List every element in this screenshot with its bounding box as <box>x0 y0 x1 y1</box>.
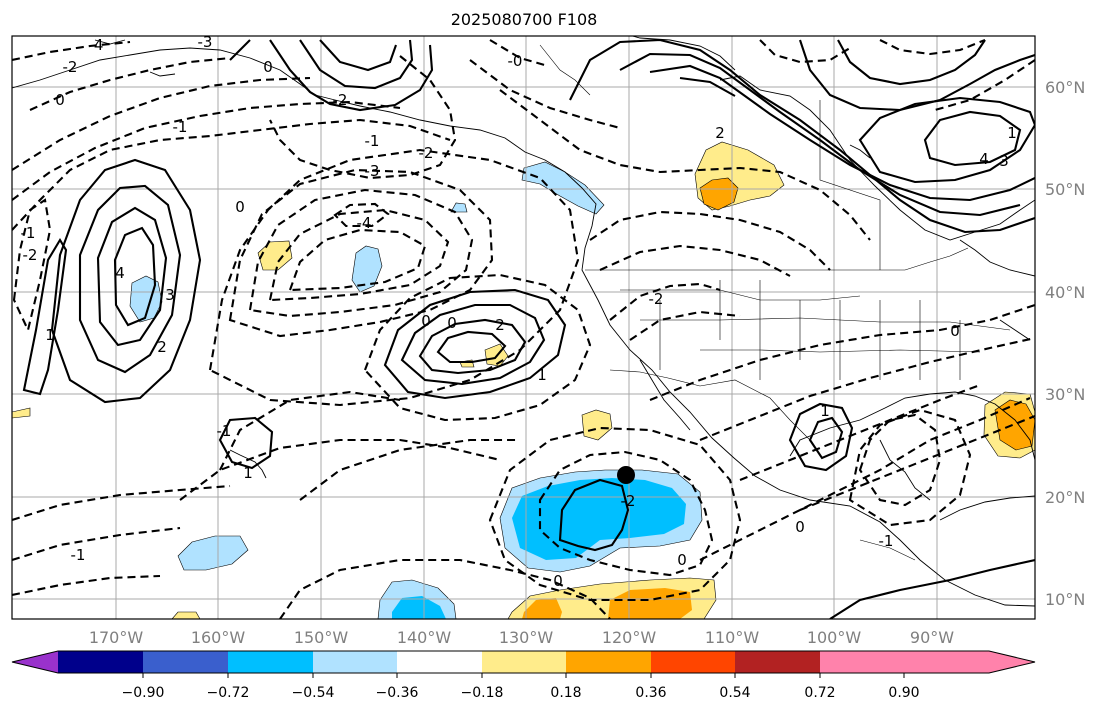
shade-canada-orange <box>699 177 739 211</box>
colorbar-tick-label: 0.36 <box>635 685 666 701</box>
lat-label: 40°N <box>1045 283 1085 302</box>
lon-label: 120°W <box>602 628 657 647</box>
colorbar-segment <box>143 651 228 673</box>
shade-baja-yellow <box>581 409 613 441</box>
shade-west-yellow <box>12 407 31 419</box>
lat-label: 30°N <box>1045 385 1085 404</box>
colorbar-segment <box>397 651 482 673</box>
shade-south-blue-2 <box>392 596 446 619</box>
contour-label: -3 <box>365 162 380 180</box>
contour-label: -2 <box>419 144 434 162</box>
lon-label: 150°W <box>294 628 349 647</box>
contour-label: 3 <box>165 286 175 304</box>
colorbar-tick-label: 0.54 <box>719 685 750 701</box>
map-content: 0 -2 -1 -3 -4 -2 -1 0 1 2 3 4 -1 -2 -3 -… <box>12 33 1035 619</box>
colorbar-segment <box>820 651 904 673</box>
contour-label: -2 <box>621 492 636 510</box>
lat-label: 20°N <box>1045 488 1085 507</box>
colorbar-segment <box>735 651 820 673</box>
colorbar-outline <box>11 650 1036 674</box>
shade-sw-yellow <box>171 611 201 619</box>
colorbar-segment <box>58 651 143 673</box>
contour-label: 0 <box>421 312 431 330</box>
contour-label: 0 <box>447 314 457 332</box>
lon-label: 140°W <box>397 628 452 647</box>
lon-label: 110°W <box>705 628 760 647</box>
shade-south-lightblue <box>177 535 249 571</box>
contour-label: -3 <box>198 33 213 51</box>
colorbar-tick-label: 0.18 <box>550 685 581 701</box>
colorbar-extend-max <box>904 651 1035 673</box>
contour-label: 2 <box>157 338 167 356</box>
colorbar-extend-min <box>12 651 58 673</box>
contour-label: 0 <box>950 322 960 340</box>
shade-south-orange <box>522 598 562 619</box>
lon-label: 170°W <box>89 628 144 647</box>
lat-label: 10°N <box>1045 590 1085 609</box>
contour-label: 1 <box>820 402 830 420</box>
contour-label: -2 <box>63 58 78 76</box>
contour-label: -1 <box>71 546 86 564</box>
colorbar-tick-label: 0.90 <box>888 685 919 701</box>
contour-label: -2 <box>649 290 664 308</box>
map-frame <box>11 35 1036 620</box>
colorbar-tick-label: 0.72 <box>804 685 835 701</box>
contour-label: 4 <box>979 150 989 168</box>
contour-label: -1 <box>879 532 894 550</box>
colorbar-tick-label: −0.18 <box>461 685 504 701</box>
contour-label: 3 <box>999 152 1009 170</box>
colorbar-tick-label: −0.54 <box>292 685 335 701</box>
contour-label: -2 <box>23 246 38 264</box>
colorbar-segment <box>228 651 313 673</box>
contour-label: -0 <box>508 52 523 70</box>
contour-label: -2 <box>333 91 348 109</box>
longitude-labels: 170°W 160°W 150°W 140°W 130°W 120°W 110°… <box>89 628 954 647</box>
colorbar-segment <box>566 651 651 673</box>
contour-label: 2 <box>715 124 725 142</box>
contour-label: 1 <box>45 326 55 344</box>
lon-label: 100°W <box>807 628 862 647</box>
storm-center-marker <box>617 466 635 484</box>
colorbar-tick-label: −0.72 <box>207 685 250 701</box>
contour-label: -4 <box>357 214 372 232</box>
contours <box>12 38 1035 619</box>
lat-label: 60°N <box>1045 78 1085 97</box>
contour-label: -1 <box>173 118 188 136</box>
lat-label: 50°N <box>1045 180 1085 199</box>
contour-label: 0 <box>795 518 805 536</box>
colorbar-segment <box>482 651 566 673</box>
shade-pacific-small-blue <box>450 202 468 213</box>
contour-labels: 0 -2 -1 -3 -4 -2 -1 0 1 2 3 4 -1 -2 -3 -… <box>21 33 1017 590</box>
colorbar-segment <box>651 651 735 673</box>
contour-label: 1 <box>1007 124 1017 142</box>
colorbar-tick-label: −0.90 <box>122 685 165 701</box>
lon-label: 130°W <box>499 628 554 647</box>
contour-label: -4 <box>89 36 104 54</box>
contour-label: 4 <box>115 264 125 282</box>
shade-alaska-panhandle <box>521 161 605 215</box>
contour-label: 1 <box>537 366 547 384</box>
contour-label: 2 <box>495 316 505 334</box>
contour-label: 1 <box>243 464 253 482</box>
map-title: 2025080700 F108 <box>451 10 598 29</box>
contour-label: -1 <box>217 422 232 440</box>
lon-label: 160°W <box>191 628 246 647</box>
colorbar: −0.90 −0.72 −0.54 −0.36 −0.18 0.18 0.36 … <box>11 650 1036 701</box>
latitude-labels: 60°N 50°N 40°N 30°N 20°N 10°N <box>1045 78 1085 609</box>
contour-label: 0 <box>677 551 687 569</box>
contour-label: 0 <box>263 58 273 76</box>
colorbar-tick-label: −0.36 <box>376 685 419 701</box>
contour-label: 0 <box>235 198 245 216</box>
shade-storm-blue <box>512 478 686 560</box>
contour-label: 0 <box>553 572 563 590</box>
colorbar-segment <box>313 651 397 673</box>
contour-label: 0 <box>55 91 65 109</box>
political-borders <box>539 44 1011 561</box>
contour-label: -1 <box>21 224 36 242</box>
shade-pacific-blue-1 <box>351 245 383 293</box>
lon-label: 90°W <box>910 628 954 647</box>
contour-label: -1 <box>365 132 380 150</box>
